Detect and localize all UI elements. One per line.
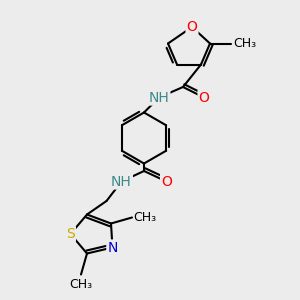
Text: NH: NH	[111, 175, 132, 188]
Text: CH₃: CH₃	[69, 278, 93, 290]
Text: CH₃: CH₃	[233, 37, 256, 50]
Text: N: N	[107, 241, 118, 254]
Text: CH₃: CH₃	[134, 211, 157, 224]
Text: O: O	[161, 175, 172, 188]
Text: O: O	[199, 91, 209, 104]
Text: NH: NH	[148, 91, 170, 104]
Text: O: O	[187, 20, 197, 34]
Text: S: S	[66, 227, 75, 241]
